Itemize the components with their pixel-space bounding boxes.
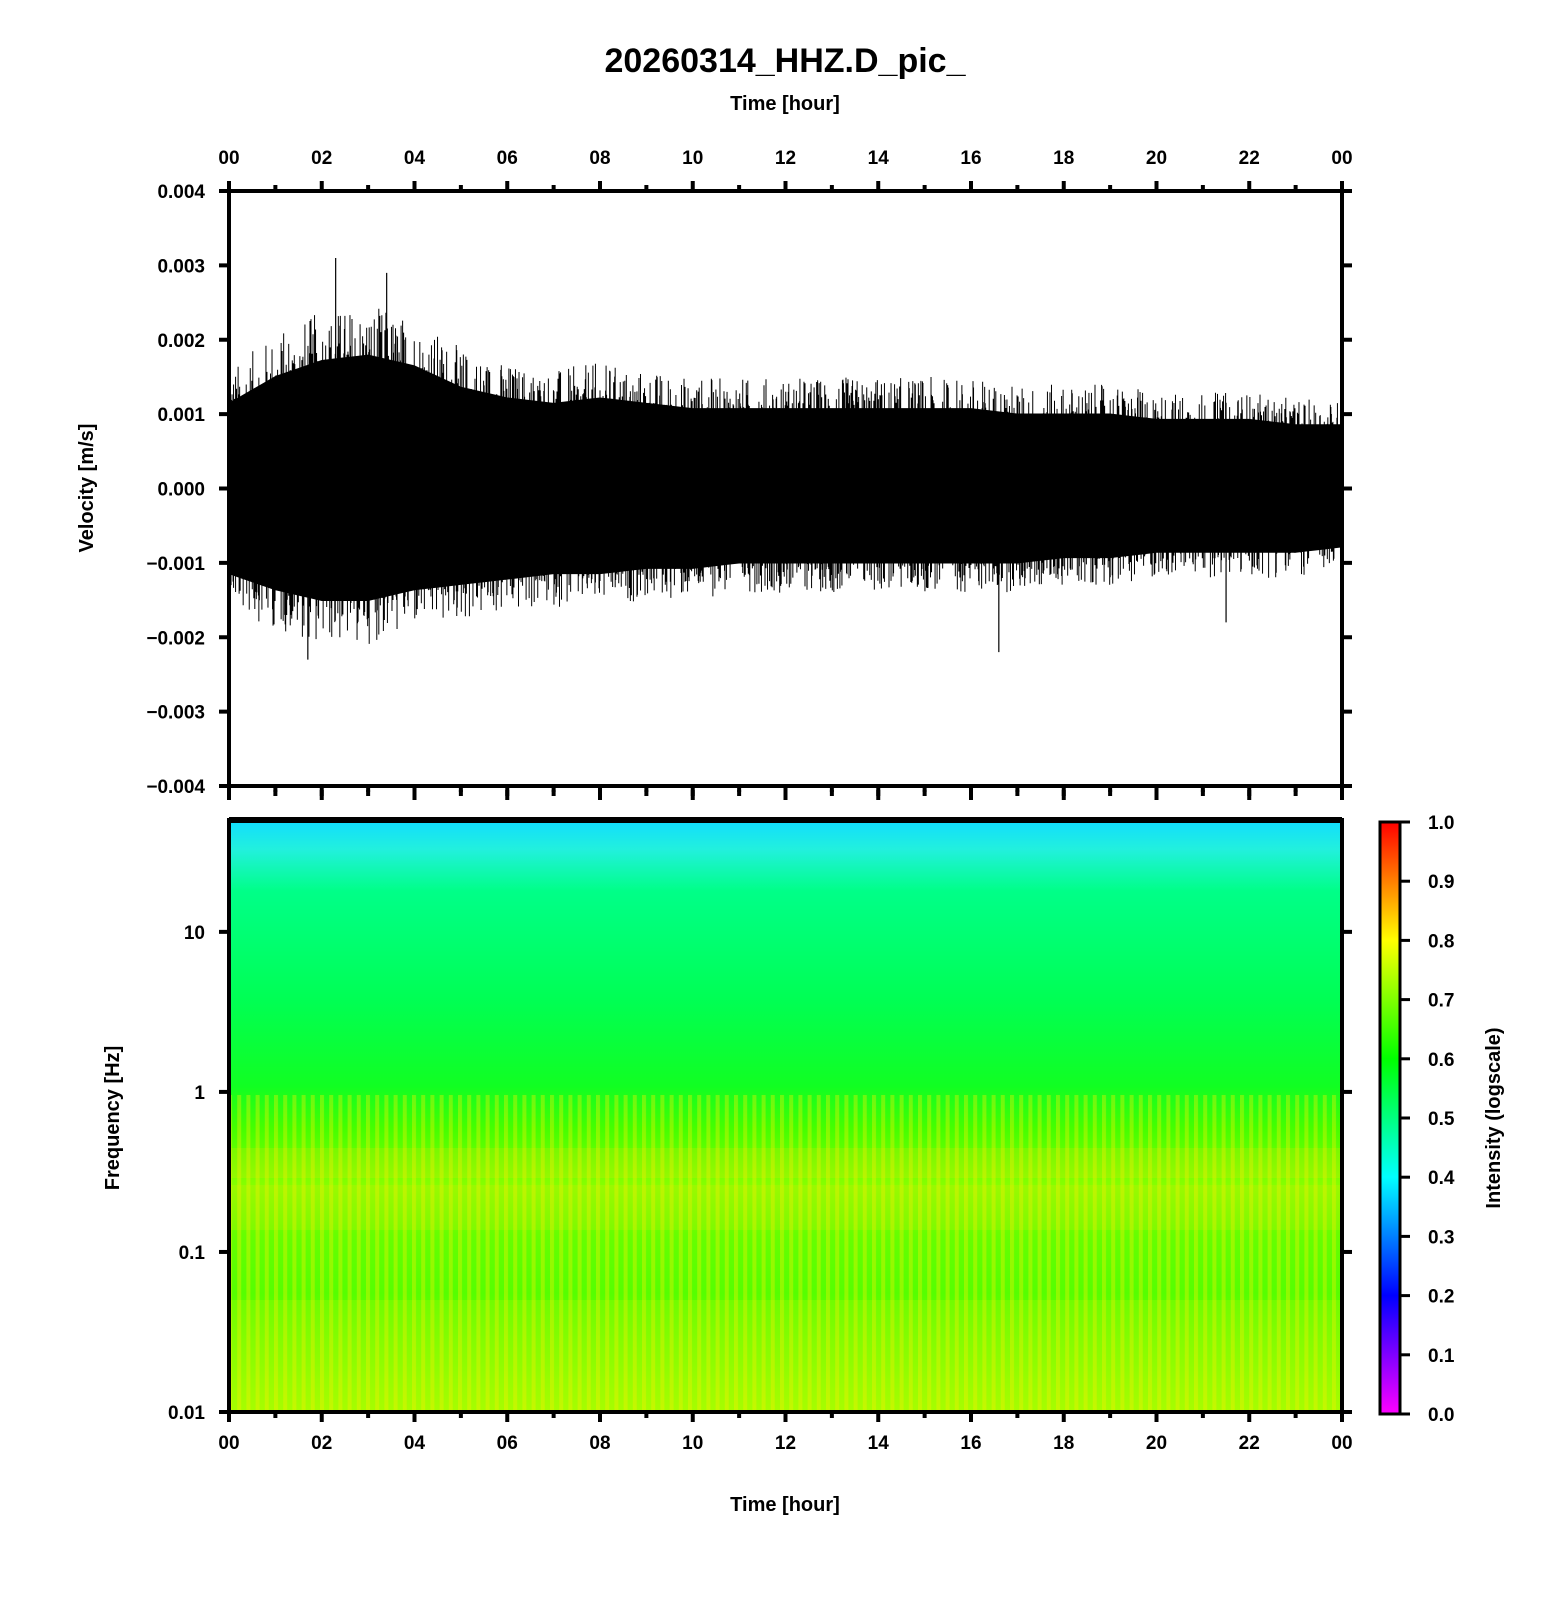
waveform-panel: 00 02 04 06 08 10 12 14 16 18 20 22 00 0.0040.0030.0…	[76, 148, 1353, 798]
colorbar-tick-label: 0.0	[1428, 1405, 1454, 1426]
colorbar-gradient	[1378, 820, 1402, 1416]
waveform-core	[229, 354, 1342, 601]
colorbar-tick-label: 0.2	[1428, 1287, 1454, 1308]
waveform-top-x-tick-label: 14	[868, 148, 890, 169]
figure-title: 20260314_HHZ.D_pic_	[604, 42, 966, 80]
colorbar-tick-label: 0.5	[1428, 1109, 1455, 1130]
spectrogram-y-ticks: 10 1 0.1 0.01	[168, 923, 1352, 1424]
colorbar-tick-label: 1.0	[1428, 813, 1454, 834]
waveform-y-tick-label: −0.003	[146, 703, 205, 724]
waveform-top-x-tick-label: 00	[218, 148, 239, 169]
bottom-axis-label: Time [hour]	[730, 1494, 840, 1516]
waveform-trace	[228, 257, 1343, 660]
spectrogram-bottom-x-tick-label: 22	[1239, 1433, 1260, 1454]
waveform-y-tick-label: 0.002	[157, 331, 205, 352]
spectrogram-bottom-x-tick-label: 18	[1053, 1433, 1074, 1454]
waveform-top-x-tick-label: 08	[589, 148, 610, 169]
spectrogram-bottom-x-tick-label: 02	[311, 1433, 332, 1454]
waveform-y-tick-label: −0.004	[146, 777, 205, 798]
top-axis-label: Time [hour]	[730, 93, 840, 115]
waveform-top-x-tick-label: 06	[497, 148, 518, 169]
waveform-y-tick-label: −0.001	[146, 554, 205, 575]
waveform-y-tick-label: 0.004	[157, 182, 205, 203]
waveform-top-x-tick-label: 22	[1239, 148, 1260, 169]
spectrogram-bottom-x-tick-label: 10	[682, 1433, 703, 1454]
waveform-top-x-tick-label: 18	[1053, 148, 1074, 169]
spectrogram-bottom-x-tick-label: 00	[218, 1433, 239, 1454]
colorbar-tick-label: 0.9	[1428, 872, 1454, 893]
colorbar-tick-label: 0.8	[1428, 931, 1454, 952]
spectrogram-bottom-x-tick-label: 00	[1331, 1433, 1352, 1454]
waveform-y-label: Velocity [m/s]	[76, 424, 98, 553]
spectrogram-bottom-x-tick-label: 12	[775, 1433, 796, 1454]
colorbar-tick-label: 0.6	[1428, 1050, 1454, 1071]
colorbar-tick-label: 0.4	[1428, 1168, 1455, 1189]
spectrogram-y-tick-label: 0.01	[168, 1403, 205, 1424]
waveform-y-tick-label: 0.003	[157, 256, 205, 277]
waveform-y-tick-label: −0.002	[146, 628, 205, 649]
colorbar: 1.0 0.9 0.8 0.7 0.6 0.5 0.4 0.3 0.2 0.1 0.0 Intens…	[1378, 813, 1505, 1426]
colorbar-tick-label: 0.7	[1428, 991, 1454, 1012]
colorbar-tick-label: 0.1	[1428, 1346, 1455, 1367]
spectrogram-band-0.2hz	[229, 1185, 1342, 1230]
spectrogram-bottom-x-tick-label: 20	[1146, 1433, 1167, 1454]
spectrogram-bottom-x-tick-label: 16	[960, 1433, 981, 1454]
spectrogram-y-label: Frequency [Hz]	[102, 1046, 124, 1190]
waveform-y-ticks: 0.004 0.003 0.002 0.001 0.000 −0.001 −0.002 −0.…	[146, 182, 1352, 798]
waveform-top-x-tick-label: 10	[682, 148, 703, 169]
spectrogram-band-0.35hz	[229, 1148, 1342, 1178]
spectrogram-bottom-x-tick-label: 06	[497, 1433, 518, 1454]
spectrogram-y-tick-label: 0.1	[179, 1243, 206, 1264]
waveform-y-tick-label: 0.000	[157, 480, 205, 501]
spectrogram-bottom-ticks: 00 02 04 06 08 10 12 14 16 18 20 22 00	[218, 1412, 1353, 1454]
spectrogram-bottom-x-tick-label: 14	[868, 1433, 890, 1454]
waveform-top-x-tick-label: 04	[404, 148, 426, 169]
spectrogram-y-tick-label: 1	[194, 1083, 205, 1104]
waveform-top-x-tick-label: 02	[311, 148, 332, 169]
waveform-top-x-tick-label: 16	[960, 148, 981, 169]
colorbar-ticks: 1.0 0.9 0.8 0.7 0.6 0.5 0.4 0.3 0.2 0.1 0.0	[1400, 813, 1455, 1426]
spectrogram-top-ticks	[227, 790, 1344, 800]
waveform-top-x-tick-label: 00	[1331, 148, 1352, 169]
spectrogram-bottom-x-tick-label: 08	[589, 1433, 610, 1454]
waveform-top-ticks: 00 02 04 06 08 10 12 14 16 18 20 22 00	[218, 148, 1353, 191]
waveform-top-x-tick-label: 12	[775, 148, 796, 169]
spectrogram-y-tick-label: 10	[184, 923, 205, 944]
spectrogram-low-band-stripes	[229, 1095, 1342, 1412]
colorbar-label: Intensity (logscale)	[1483, 1027, 1505, 1208]
waveform-y-tick-label: 0.001	[157, 405, 205, 426]
colorbar-tick-label: 0.3	[1428, 1227, 1454, 1248]
spectrogram-band-low	[229, 1300, 1342, 1412]
spectrogram-bottom-x-tick-label: 04	[404, 1433, 426, 1454]
spectrogram-panel: 00 02 04 06 08 10 12 14 16 18 20 22 00 10 1 0.1 0.01 Fr…	[102, 790, 1353, 1516]
waveform-top-x-tick-label: 20	[1146, 148, 1167, 169]
